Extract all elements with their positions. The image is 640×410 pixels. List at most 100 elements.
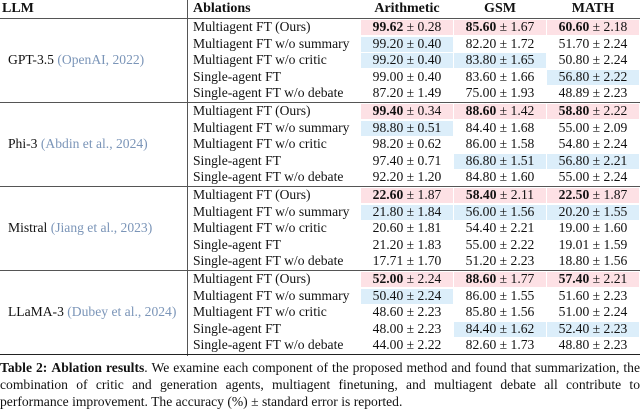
score-mean: 50.40 xyxy=(372,287,404,303)
score-cell: 21.80 ± 1.84 xyxy=(373,204,442,220)
score-cell: 86.00 ± 1.58 xyxy=(466,136,535,152)
score-error: ± 2.23 xyxy=(406,320,442,336)
score-error: ± 1.70 xyxy=(406,253,442,269)
cell-highlight xyxy=(454,104,546,119)
score-cell: 17.71 ± 1.70 xyxy=(373,253,442,269)
score-mean: 56.00 xyxy=(465,203,497,219)
score-mean: 48.89 xyxy=(558,85,590,101)
cell-highlight xyxy=(454,20,546,35)
ablation-table: LLM Ablations Arithmetic GSM MATH GPT-3.5 (Op… xyxy=(0,0,640,356)
ablation-label: Multiagent FT w/o summary xyxy=(193,203,350,219)
score-mean: 20.60 xyxy=(372,220,404,236)
score-error: ± 1.60 xyxy=(499,169,535,185)
score-mean: 18.80 xyxy=(558,253,590,269)
score-error: ± 2.24 xyxy=(592,52,628,68)
score-mean: 85.60 xyxy=(465,19,497,34)
cell-highlight xyxy=(454,53,546,69)
score-error: ± 0.34 xyxy=(406,103,442,118)
score-error: ± 1.72 xyxy=(499,35,535,51)
score-cell: 99.20 ± 0.40 xyxy=(373,36,442,52)
score-error: ± 2.23 xyxy=(406,304,442,320)
score-cell: 48.89 ± 2.23 xyxy=(559,85,628,101)
score-error: ± 2.21 xyxy=(592,152,628,168)
score-cell: 50.40 ± 2.24 xyxy=(373,288,442,304)
ablation-label: Multiagent FT w/o summary xyxy=(193,119,350,135)
score-cell: 21.20 ± 1.83 xyxy=(373,237,442,253)
score-cell: 84.80 ± 1.60 xyxy=(466,169,535,185)
score-error: ± 2.22 xyxy=(499,236,535,252)
score-mean: 17.71 xyxy=(372,253,404,269)
score-error: ± 2.21 xyxy=(592,271,628,286)
score-mean: 52.40 xyxy=(558,320,590,336)
model-name: LLaMA-3 xyxy=(8,304,64,320)
score-mean: 48.60 xyxy=(372,304,404,320)
score-cell: 51.70 ± 2.24 xyxy=(559,36,628,52)
score-cell: 19.00 ± 1.60 xyxy=(559,220,628,236)
score-cell: 82.20 ± 1.72 xyxy=(466,36,535,52)
score-error: ± 2.24 xyxy=(592,35,628,51)
score-mean: 86.00 xyxy=(465,287,497,303)
score-error: ± 1.83 xyxy=(406,236,442,252)
score-error: ± 1.87 xyxy=(406,187,442,202)
score-cell: 60.60 ± 2.18 xyxy=(559,19,628,35)
score-error: ± 2.23 xyxy=(592,337,628,353)
score-error: ± 1.62 xyxy=(499,320,535,336)
group-rule xyxy=(0,102,640,103)
score-mean: 48.80 xyxy=(558,337,590,353)
score-error: ± 2.09 xyxy=(592,119,628,135)
ablation-label: Multiagent FT w/o critic xyxy=(193,304,327,320)
ablation-label: Single-agent FT xyxy=(193,320,281,336)
cell-highlight xyxy=(454,204,546,220)
ablation-label: Single-agent FT w/o debate xyxy=(193,85,344,101)
group-rule xyxy=(0,186,640,187)
score-error: ± 1.58 xyxy=(499,136,535,152)
score-cell: 85.60 ± 1.67 xyxy=(466,19,535,35)
score-cell: 51.00 ± 2.24 xyxy=(559,304,628,320)
score-cell: 57.40 ± 2.21 xyxy=(559,271,628,287)
score-error: ± 2.24 xyxy=(406,287,442,303)
score-cell: 20.60 ± 1.81 xyxy=(373,220,442,236)
score-mean: 99.40 xyxy=(372,103,404,118)
score-mean: 44.00 xyxy=(372,337,404,353)
model-name: GPT-3.5 xyxy=(8,52,54,68)
column-header: GSM xyxy=(484,1,516,16)
score-mean: 51.70 xyxy=(558,35,590,51)
score-error: ± 2.23 xyxy=(592,85,628,101)
score-cell: 22.60 ± 1.87 xyxy=(373,187,442,203)
score-mean: 19.01 xyxy=(558,236,590,252)
score-mean: 54.40 xyxy=(465,220,497,236)
score-cell: 51.60 ± 2.23 xyxy=(559,288,628,304)
llm-name: Mistral (Jiang et al., 2023) xyxy=(8,220,152,236)
ablation-label: Multiagent FT (Ours) xyxy=(193,271,311,286)
cell-highlight xyxy=(454,272,546,287)
score-cell: 88.60 ± 1.77 xyxy=(466,271,535,287)
caption-text: . We examine each component of the propo… xyxy=(0,360,640,409)
caption: Table 2: Ablation results. We examine ea… xyxy=(0,359,640,410)
score-mean: 82.20 xyxy=(465,35,497,51)
cell-highlight xyxy=(547,188,639,203)
score-cell: 20.20 ± 1.55 xyxy=(559,204,628,220)
score-mean: 99.20 xyxy=(372,35,404,51)
score-cell: 55.00 ± 2.09 xyxy=(559,120,628,136)
caption-title: Ablation results xyxy=(51,360,145,375)
score-cell: 56.80 ± 2.21 xyxy=(559,153,628,169)
header-rule xyxy=(0,18,640,19)
cell-highlight xyxy=(361,120,453,136)
score-cell: 84.40 ± 1.68 xyxy=(466,120,535,136)
cell-highlight xyxy=(361,188,453,203)
score-error: ± 1.59 xyxy=(592,236,628,252)
citation: (Dubey et al., 2024) xyxy=(67,304,177,320)
score-cell: 86.00 ± 1.55 xyxy=(466,288,535,304)
citation: (Jiang et al., 2023) xyxy=(50,220,153,236)
cell-highlight xyxy=(547,272,639,287)
score-mean: 92.20 xyxy=(372,169,404,185)
cell-highlight xyxy=(454,321,546,337)
score-error: ± 1.56 xyxy=(499,203,535,219)
score-error: ± 2.23 xyxy=(592,287,628,303)
score-mean: 22.50 xyxy=(558,187,590,202)
score-error: ± 0.40 xyxy=(406,68,442,84)
score-cell: 44.00 ± 2.22 xyxy=(373,337,442,353)
score-error: ± 0.71 xyxy=(406,152,442,168)
score-mean: 84.40 xyxy=(465,320,497,336)
score-cell: 55.00 ± 2.22 xyxy=(466,237,535,253)
